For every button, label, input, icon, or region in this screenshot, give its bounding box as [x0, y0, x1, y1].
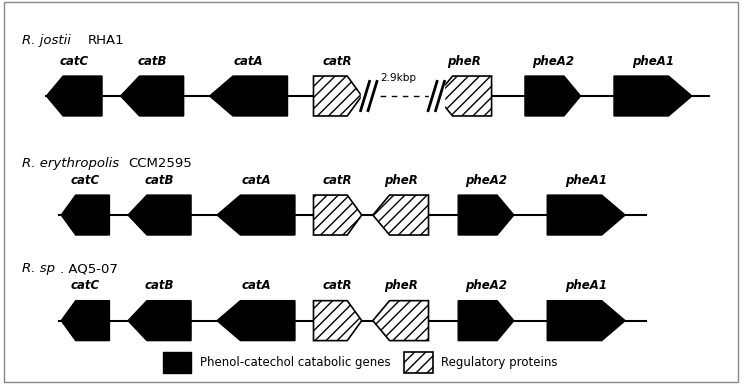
Text: R. erythropolis: R. erythropolis [22, 157, 119, 170]
Text: catR: catR [323, 279, 352, 292]
Polygon shape [314, 195, 362, 235]
Polygon shape [62, 195, 110, 235]
Polygon shape [128, 195, 191, 235]
Polygon shape [314, 301, 362, 341]
Text: catC: catC [70, 279, 100, 292]
Polygon shape [62, 301, 110, 341]
Text: Phenol-catechol catabolic genes: Phenol-catechol catabolic genes [200, 356, 391, 369]
Text: catR: catR [323, 55, 352, 68]
Text: . AQ5-07: . AQ5-07 [60, 262, 118, 275]
Polygon shape [436, 76, 491, 116]
Polygon shape [47, 76, 102, 116]
Text: CCM2595: CCM2595 [128, 157, 192, 170]
Text: catC: catC [70, 174, 100, 187]
Text: pheR: pheR [384, 279, 418, 292]
Polygon shape [314, 76, 362, 116]
Polygon shape [210, 76, 288, 116]
Text: catA: catA [241, 174, 271, 187]
Text: pheA2: pheA2 [465, 174, 507, 187]
Polygon shape [548, 195, 625, 235]
Text: pheA2: pheA2 [532, 55, 574, 68]
Text: catB: catB [137, 55, 167, 68]
Text: RHA1: RHA1 [88, 34, 124, 47]
Text: pheR: pheR [384, 174, 418, 187]
Polygon shape [373, 195, 429, 235]
Text: pheA1: pheA1 [565, 279, 607, 292]
Polygon shape [459, 195, 514, 235]
Text: catB: catB [145, 279, 174, 292]
Text: catR: catR [323, 174, 352, 187]
Text: pheR: pheR [447, 55, 481, 68]
Polygon shape [525, 76, 581, 116]
Text: catB: catB [145, 174, 174, 187]
Polygon shape [548, 301, 625, 341]
Text: pheA2: pheA2 [465, 279, 507, 292]
Text: Regulatory proteins: Regulatory proteins [441, 356, 558, 369]
Polygon shape [217, 301, 295, 341]
Text: pheA1: pheA1 [632, 55, 674, 68]
Polygon shape [614, 76, 692, 116]
Polygon shape [459, 301, 514, 341]
Polygon shape [373, 301, 429, 341]
Polygon shape [120, 76, 184, 116]
Polygon shape [128, 301, 191, 341]
Polygon shape [217, 195, 295, 235]
Text: R. jostii: R. jostii [22, 34, 71, 47]
Text: catA: catA [241, 279, 271, 292]
Bar [404, 353, 433, 373]
Bar [163, 353, 191, 373]
Text: R. sp: R. sp [22, 262, 55, 275]
Text: pheA1: pheA1 [565, 174, 607, 187]
Text: 2.9kbp: 2.9kbp [381, 73, 416, 83]
Text: catA: catA [234, 55, 263, 68]
Text: catC: catC [59, 55, 89, 68]
